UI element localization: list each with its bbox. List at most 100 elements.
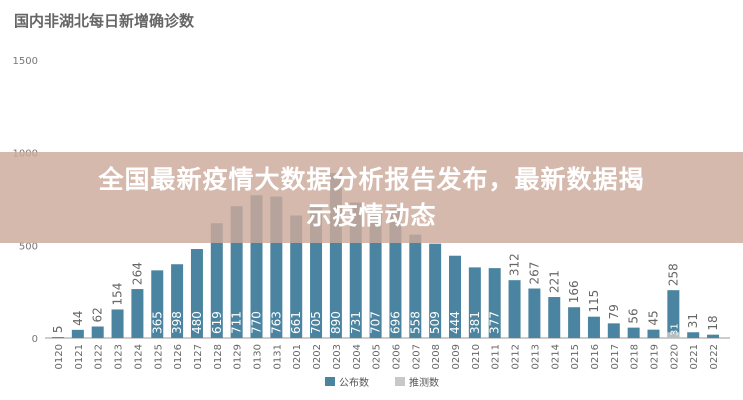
data-label: 696	[388, 311, 402, 334]
headline-line-2: 示疫情动态	[306, 200, 437, 230]
x-tick-label: 0129	[233, 344, 244, 369]
x-tick-label: 0217	[610, 344, 621, 369]
data-label: 62	[91, 307, 105, 322]
data-label: 480	[190, 311, 204, 334]
x-tick-label: 0201	[292, 344, 303, 369]
bar-published	[71, 329, 84, 338]
data-label: 115	[587, 290, 601, 313]
bar-published	[290, 215, 303, 338]
data-label: 731	[349, 311, 363, 334]
headline-line-1: 全国最新疫情大数据分析报告发布，最新数据揭	[98, 164, 645, 194]
data-label: 18	[706, 315, 720, 330]
x-tick-label: 0209	[451, 344, 462, 369]
bar-published	[468, 267, 481, 338]
data-label: 45	[647, 310, 661, 325]
x-tick-label: 0220	[669, 344, 680, 369]
x-tick-label: 0215	[570, 344, 581, 369]
headline-banner: 全国最新疫情大数据分析报告发布，最新数据揭 示疫情动态	[0, 152, 743, 243]
bar-published	[647, 329, 660, 338]
x-tick-label: 0214	[550, 344, 561, 369]
bar-published	[111, 309, 124, 338]
bar-published	[568, 307, 581, 338]
x-tick-label: 0213	[530, 344, 541, 369]
x-tick-label: 0212	[511, 344, 522, 369]
x-tick-label: 0216	[590, 344, 601, 369]
x-tick-label: 0126	[173, 344, 184, 369]
data-label: 509	[428, 311, 442, 334]
x-tick-label: 0218	[630, 344, 641, 369]
legend-label: 公布数	[339, 376, 369, 389]
x-tick-label: 0222	[709, 344, 720, 369]
data-label: 770	[250, 311, 264, 334]
bar-published	[151, 270, 164, 338]
data-label: 763	[269, 311, 283, 334]
data-label: 398	[170, 311, 184, 334]
x-tick-label: 0210	[471, 344, 482, 369]
x-tick-label: 0202	[312, 344, 323, 369]
data-label: 707	[369, 311, 383, 334]
x-tick-label: 0125	[153, 344, 164, 369]
x-tick-label: 0128	[213, 344, 224, 369]
x-tick-label: 0131	[272, 344, 283, 369]
x-tick-label: 0219	[650, 344, 661, 369]
data-label: 154	[111, 283, 125, 306]
data-label: 890	[329, 311, 343, 334]
bar-published	[528, 288, 541, 338]
x-tick-label: 0205	[372, 344, 383, 369]
legend-swatch	[395, 377, 405, 386]
legend-swatch	[325, 377, 335, 386]
data-label-estimated: 31	[669, 323, 680, 336]
x-tick-label: 0121	[74, 344, 85, 369]
legend-label: 推测数	[409, 376, 439, 389]
data-label: 56	[627, 308, 641, 323]
y-tick-label: 500	[19, 241, 38, 252]
bar-published	[91, 326, 104, 338]
bar-published	[190, 249, 203, 338]
bar-published	[52, 337, 64, 338]
x-tick-label: 0122	[94, 344, 105, 369]
bar-published	[131, 289, 144, 338]
data-label: 365	[150, 311, 164, 334]
data-label: 166	[567, 280, 581, 303]
data-label: 661	[289, 311, 303, 334]
bar-published	[449, 255, 461, 338]
x-tick-label: 0206	[391, 344, 402, 369]
x-tick-label: 0211	[491, 344, 502, 369]
x-tick-label: 0130	[253, 344, 264, 369]
bar-published	[210, 223, 223, 338]
x-tick-label: 0127	[193, 344, 204, 369]
bar-estimated	[667, 332, 680, 338]
x-tick-label: 0124	[133, 344, 144, 369]
x-tick-label: 0120	[54, 344, 65, 369]
data-label: 558	[408, 311, 422, 334]
bar-published	[667, 290, 680, 338]
data-label: 705	[309, 311, 323, 334]
x-tick-label: 0204	[352, 344, 363, 369]
data-label: 267	[527, 262, 541, 285]
data-label: 619	[210, 311, 224, 334]
bar-published	[607, 323, 620, 338]
bar-published	[409, 234, 422, 338]
x-tick-label: 0221	[689, 344, 700, 369]
x-tick-label: 0208	[431, 344, 442, 369]
data-label: 221	[547, 270, 561, 293]
bar-published	[587, 316, 600, 338]
bar-published	[508, 280, 521, 338]
bar-published	[707, 334, 720, 338]
data-label: 5	[51, 325, 65, 333]
data-label: 444	[448, 311, 462, 334]
data-label: 264	[130, 262, 144, 285]
x-tick-label: 0207	[411, 344, 422, 369]
data-label: 79	[607, 304, 621, 319]
data-label: 711	[230, 311, 244, 334]
data-label: 31	[686, 313, 700, 328]
x-tick-label: 0123	[114, 344, 125, 369]
bar-published	[488, 268, 501, 338]
bar-published	[171, 264, 184, 338]
y-tick-label: 0	[32, 334, 38, 345]
data-label: 312	[508, 253, 522, 276]
bar-published	[548, 297, 561, 338]
data-label: 258	[666, 263, 680, 286]
x-tick-label: 0203	[332, 344, 343, 369]
chart-title: 国内非湖北每日新增确诊数	[14, 12, 195, 30]
